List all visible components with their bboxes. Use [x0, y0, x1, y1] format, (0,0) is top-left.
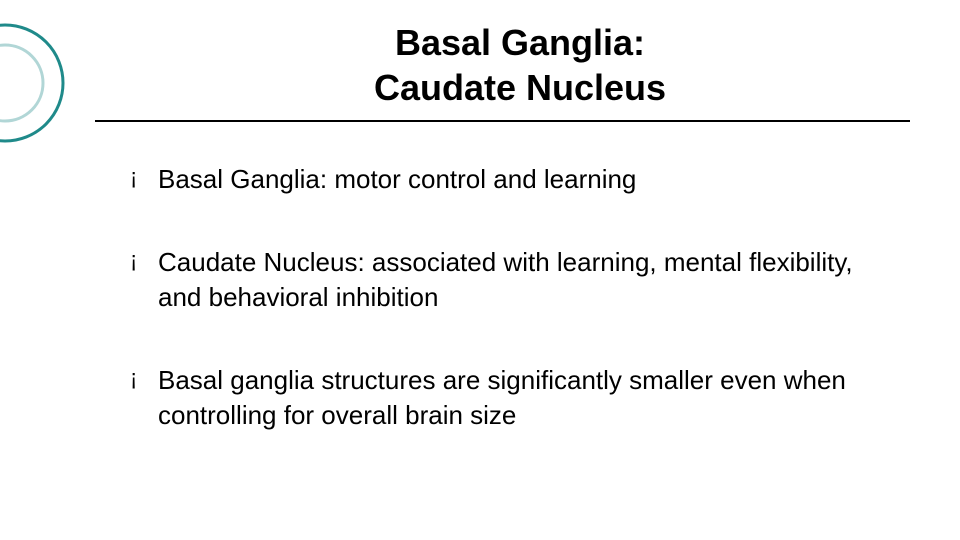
list-item: ¡ Basal Ganglia: motor control and learn… [130, 162, 900, 197]
bullet-glyph: ¡ [130, 245, 158, 275]
ring-outer [0, 25, 63, 141]
list-item: ¡ Caudate Nucleus: associated with learn… [130, 245, 900, 315]
corner-ring-decoration [0, 18, 70, 148]
bullet-glyph: ¡ [130, 162, 158, 192]
bullet-text: Basal Ganglia: motor control and learnin… [158, 162, 900, 197]
bullet-text: Basal ganglia structures are significant… [158, 363, 900, 433]
title-line-2: Caudate Nucleus [140, 65, 900, 110]
bullet-list: ¡ Basal Ganglia: motor control and learn… [130, 162, 900, 433]
title-line-1: Basal Ganglia: [140, 20, 900, 65]
title-divider [95, 120, 910, 122]
ring-inner [0, 45, 43, 121]
list-item: ¡ Basal ganglia structures are significa… [130, 363, 900, 433]
bullet-text: Caudate Nucleus: associated with learnin… [158, 245, 900, 315]
slide-title: Basal Ganglia: Caudate Nucleus [140, 0, 900, 110]
bullet-glyph: ¡ [130, 363, 158, 393]
